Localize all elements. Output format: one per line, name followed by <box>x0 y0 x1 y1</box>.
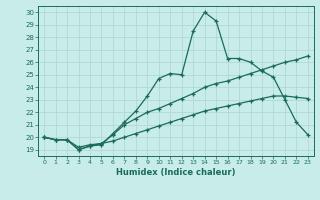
X-axis label: Humidex (Indice chaleur): Humidex (Indice chaleur) <box>116 168 236 177</box>
